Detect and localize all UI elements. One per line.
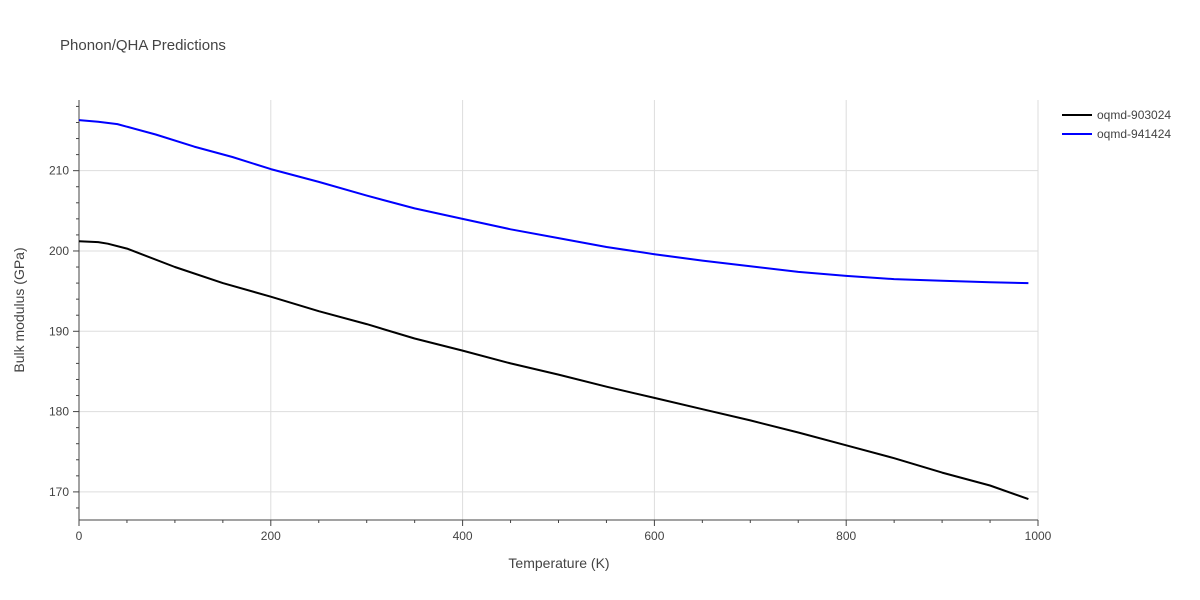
- x-tick-label: 200: [261, 529, 281, 543]
- y-axis-title: Bulk modulus (GPa): [11, 247, 27, 372]
- legend-item-oqmd-941424[interactable]: oqmd-941424: [1062, 127, 1171, 141]
- legend-label: oqmd-903024: [1097, 108, 1171, 122]
- y-tick-label: 210: [49, 164, 69, 178]
- y-tick-label: 180: [49, 405, 69, 419]
- series-line-oqmd-941424: [78, 119, 1029, 285]
- x-axis-title: Temperature (K): [508, 555, 609, 571]
- x-tick-label: 1000: [1025, 529, 1052, 543]
- x-tick-label: 400: [453, 529, 473, 543]
- legend[interactable]: oqmd-903024 oqmd-941424: [1062, 108, 1171, 141]
- grid-lines: [79, 100, 1039, 520]
- y-tick-label: 200: [49, 244, 69, 258]
- chart-title: Phonon/QHA Predictions: [60, 37, 226, 54]
- series-lines: [78, 119, 1029, 501]
- legend-item-oqmd-903024[interactable]: oqmd-903024: [1062, 108, 1171, 122]
- y-tick-label: 170: [49, 485, 69, 499]
- axes: [73, 100, 1039, 526]
- series-line-oqmd-903024: [78, 240, 1029, 501]
- legend-label: oqmd-941424: [1097, 127, 1171, 141]
- y-tick-label: 190: [49, 324, 69, 338]
- tick-labels: 0 200 400 600 800 1000 170 180 190 200 210: [49, 164, 1052, 543]
- x-tick-label: 800: [836, 529, 856, 543]
- x-tick-label: 0: [76, 529, 83, 543]
- x-tick-label: 600: [644, 529, 664, 543]
